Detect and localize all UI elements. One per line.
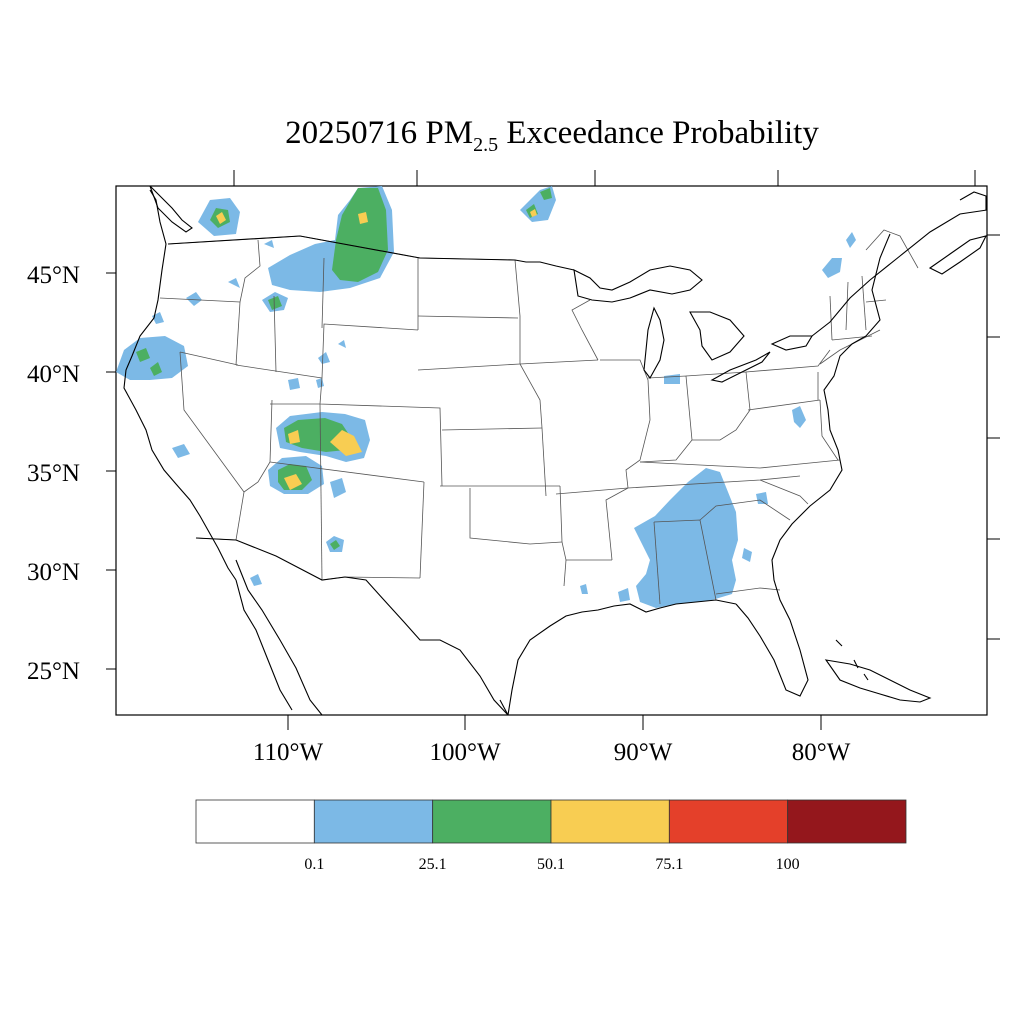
gulf-california-coast (235, 559, 323, 715)
baja-coast (235, 579, 293, 711)
coastlines (123, 186, 987, 715)
cuba (824, 659, 932, 703)
colorbar-bin (668, 799, 789, 844)
map-content (116, 186, 987, 715)
top-axis-ticks (233, 170, 976, 186)
lat-tick-label: 45°N (27, 262, 80, 289)
lake-michigan (643, 306, 665, 380)
colorbar-bin (313, 799, 434, 844)
colorbar-bin (787, 799, 907, 844)
canada-border-west (167, 235, 575, 271)
northern-california-plume (116, 312, 190, 458)
title-suffix: Exceedance Probability (498, 115, 819, 151)
colorbar-label: 50.1 (537, 856, 565, 873)
lon-tick-label: 110°W (253, 739, 324, 766)
lake-huron (689, 311, 745, 361)
minnesota-border-plume (520, 186, 556, 222)
right-axis-ticks (987, 234, 1000, 640)
st-lawrence (811, 209, 987, 337)
lake-ontario (770, 335, 813, 351)
latitude-axis: 45°N 40°N 35°N 30°N 25°N (27, 262, 116, 685)
lake-erie (710, 351, 771, 383)
arizona-plume (268, 456, 346, 498)
bahamas (835, 639, 869, 681)
mexico-gulf-coast (499, 699, 509, 715)
montana-plume (262, 186, 394, 312)
lat-tick-label: 35°N (27, 460, 80, 487)
lat-tick-label: 25°N (27, 658, 80, 685)
vancouver-island (149, 186, 193, 233)
colorbar-label: 75.1 (655, 856, 683, 873)
lon-tick-label: 90°W (614, 739, 673, 766)
colorbar-bin (550, 799, 670, 844)
lat-tick-label: 30°N (27, 559, 80, 586)
lon-tick-label: 100°W (429, 739, 500, 766)
map-title: 20250716 PM2.5 Exceedance Probability (285, 115, 819, 156)
lake-superior (573, 265, 703, 303)
colorbar-bin (195, 799, 315, 844)
lat-tick-label: 40°N (27, 361, 80, 388)
lon-tick-label: 80°W (792, 739, 851, 766)
gulf-coast (507, 599, 737, 715)
colorbar-label: 0.1 (304, 856, 324, 873)
pacific-coast (123, 189, 237, 581)
title-prefix: 20250716 PM (285, 115, 473, 151)
colorbar-bin (432, 799, 552, 844)
mexico-border (195, 537, 509, 715)
map-frame (115, 185, 988, 716)
maine-plume (822, 232, 856, 278)
utah-colorado-plume (276, 340, 370, 462)
southeast-plume (580, 374, 806, 608)
colorbar: 0.1 25.1 50.1 75.1 100 (195, 799, 907, 873)
title-subscript: 2.5 (473, 134, 498, 156)
washington-plume (198, 198, 240, 236)
newfoundland (959, 191, 987, 210)
new-mexico-plume (250, 536, 344, 586)
longitude-axis: 110°W 100°W 90°W 80°W (253, 715, 851, 766)
colorbar-label: 25.1 (419, 856, 447, 873)
nova-scotia (928, 235, 987, 275)
colorbar-label: 100 (776, 856, 800, 873)
atlantic-coast (735, 233, 891, 697)
plume-layer (116, 186, 856, 608)
